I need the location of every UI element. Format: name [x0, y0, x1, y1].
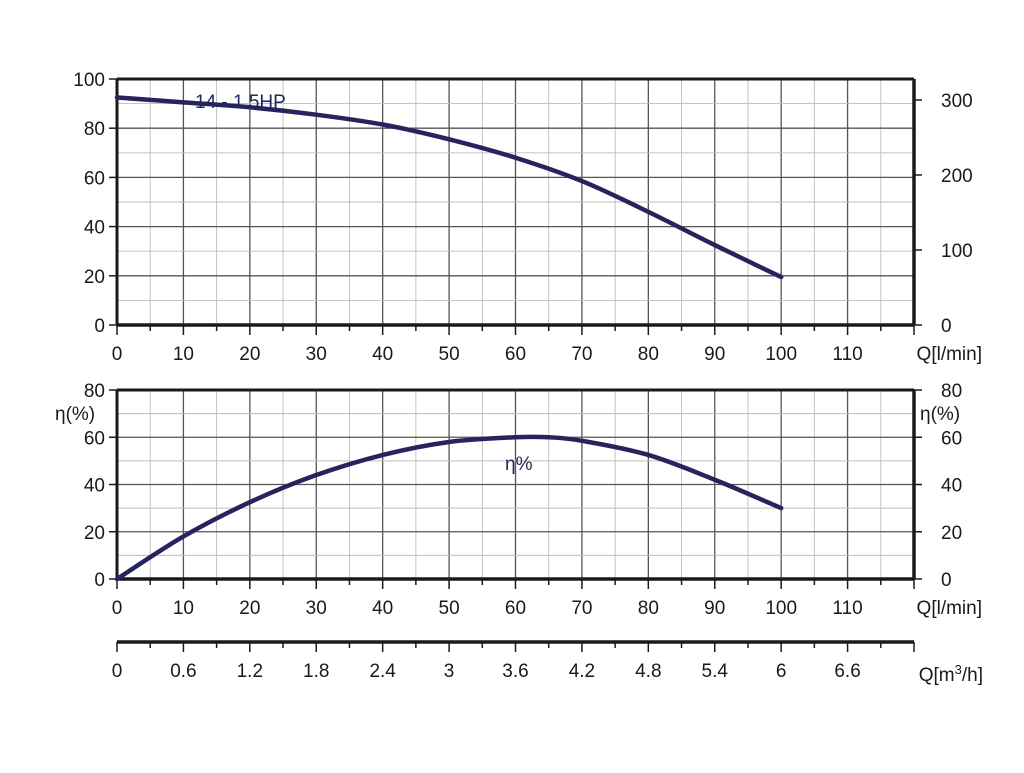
- x-tick-label: 50: [439, 598, 460, 619]
- m3h-tick-label: 6: [776, 661, 787, 682]
- m3h-tick-label: 5.4: [702, 661, 729, 682]
- head-panel: 0 20 40 60 80 100 0 100 200 300 0 10 20 30 40 50 60 70 80 9…: [73, 70, 982, 365]
- data-point: [713, 243, 716, 247]
- m3h-tick-label: 0: [112, 661, 123, 682]
- y-tick-label-left: 100: [73, 70, 105, 91]
- data-point: [547, 436, 550, 439]
- m3h-tick-label: 3.6: [502, 661, 528, 682]
- data-point: [115, 577, 119, 581]
- data-point: [514, 436, 517, 439]
- x-axis-label: Q[l/min]: [917, 598, 982, 619]
- x-tick-label: 80: [638, 344, 659, 365]
- y-tick-label-right: 40: [941, 476, 962, 497]
- x-axis-label: Q[l/min]: [917, 344, 982, 365]
- y-tick-label-left: 20: [84, 523, 105, 544]
- data-point: [381, 453, 384, 457]
- y-tick-label-right: 100: [941, 241, 973, 262]
- m3h-tick-label: 2.4: [369, 661, 396, 682]
- x-tick-label: 20: [239, 598, 260, 619]
- m3h-tick-label: 3: [444, 661, 455, 682]
- data-point: [115, 96, 119, 99]
- data-point: [779, 506, 783, 510]
- data-point: [514, 156, 517, 159]
- y-tick-label-left: 80: [84, 381, 105, 402]
- y-tick-label-left: 80: [84, 119, 105, 140]
- efficiency-panel: 0 20 40 60 80 0 20 40 60 80 0 10 20 30 40 50 60 70 80 90 100…: [55, 381, 982, 619]
- data-point: [647, 210, 650, 214]
- x-tick-label: 0: [112, 344, 123, 365]
- m3h-tick-label: 0.6: [170, 661, 196, 682]
- y-axis-label-right: η(%): [920, 404, 960, 425]
- y-tick-label-left: 0: [94, 316, 105, 337]
- m3h-tick-label: 4.2: [569, 661, 595, 682]
- y-tick-label-right: 200: [941, 166, 973, 187]
- y-tick-label-left: 60: [84, 168, 105, 189]
- m3h-tick-label: 1.2: [237, 661, 263, 682]
- data-point: [779, 275, 783, 279]
- x-tick-label: 80: [638, 598, 659, 619]
- x-tick-label: 90: [704, 598, 725, 619]
- y-tick-label-left: 20: [84, 267, 105, 288]
- y-tick-label-right: 300: [941, 91, 973, 112]
- data-point: [315, 473, 318, 477]
- y-tick-label-right: 0: [941, 316, 952, 337]
- data-point: [580, 179, 584, 183]
- m3h-tick-label: 1.8: [303, 661, 329, 682]
- x-tick-label: 50: [439, 344, 460, 365]
- data-point: [647, 453, 650, 457]
- data-point: [182, 535, 185, 538]
- x-tick-label: 100: [765, 344, 797, 365]
- data-point: [248, 106, 252, 109]
- m3h-axis-label: Q[m3/h]: [919, 662, 983, 686]
- series-label: 14 - 1.5HP: [195, 92, 286, 113]
- data-point: [713, 478, 716, 481]
- x-tick-label: 110: [832, 344, 862, 365]
- x-tick-label: 30: [306, 344, 327, 365]
- series-label: η%: [505, 454, 533, 475]
- x-tick-label: 20: [239, 344, 260, 365]
- x-tick-label: 70: [571, 598, 592, 619]
- m3h-tick-label: 6.6: [834, 661, 860, 682]
- data-point: [580, 439, 584, 442]
- x-tick-label: 60: [505, 598, 526, 619]
- x-tick-label: 100: [765, 598, 797, 619]
- y-tick-label-right: 80: [941, 381, 962, 402]
- y-tick-label-left: 40: [84, 476, 105, 497]
- data-point: [182, 101, 185, 104]
- series-curve: [114, 434, 784, 582]
- y-tick-label-left: 60: [84, 428, 105, 449]
- x-tick-label: 40: [372, 598, 393, 619]
- y-tick-label-left: 0: [94, 570, 105, 591]
- y-tick-label-right: 20: [941, 523, 962, 544]
- y-tick-label-left: 40: [84, 218, 105, 239]
- x-tick-label: 90: [704, 344, 725, 365]
- x-tick-label: 70: [571, 344, 592, 365]
- x-tick-label: 30: [306, 598, 327, 619]
- y-axis-label-left: η(%): [55, 404, 95, 425]
- x-tick-label: 60: [505, 344, 526, 365]
- x-tick-label: 10: [173, 598, 194, 619]
- data-point: [248, 501, 252, 504]
- flow-m3h-axis-panel: 0 0.6 1.2 1.8 2.4 3 3.6 4.2 4.8 5.4 6 6.6 Q[m3/h]: [112, 640, 983, 686]
- y-tick-label-right: 60: [941, 428, 962, 449]
- x-tick-label: 40: [372, 344, 393, 365]
- data-point: [381, 123, 384, 126]
- x-tick-label: 10: [173, 344, 194, 365]
- y-tick-label-right: 0: [941, 570, 952, 591]
- data-point: [315, 113, 318, 116]
- x-tick-label: 110: [832, 598, 862, 619]
- x-tick-label: 0: [112, 598, 123, 619]
- m3h-tick-label: 4.8: [635, 661, 661, 682]
- data-point: [447, 138, 451, 141]
- data-point: [447, 440, 451, 444]
